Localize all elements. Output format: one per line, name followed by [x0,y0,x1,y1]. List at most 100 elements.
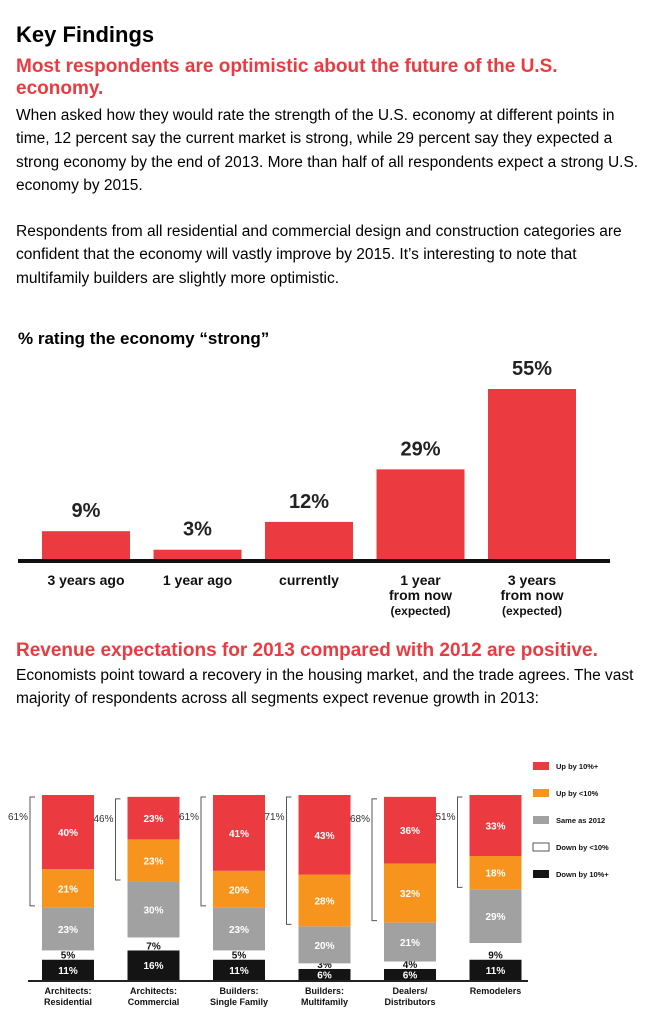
category-label: 1 year [400,572,441,588]
segment-label: 20% [314,941,334,952]
segment-label: 41% [229,829,249,840]
category-label: Architects: [44,986,91,996]
category-label: Builders: [219,986,258,996]
segment-label: 4% [403,960,418,971]
up-total-label: 46% [93,814,113,825]
legend-label: Down by 10%+ [556,870,609,879]
stack-segment [127,937,180,951]
data-label: 3% [183,519,212,541]
stack-segment [298,795,351,875]
category-label: currently [279,572,339,588]
data-label: 29% [400,438,440,460]
segment-label: 21% [58,884,78,895]
legend-swatch [533,789,549,797]
bracket [286,796,292,925]
page-title: Key Findings [16,22,155,47]
legend-swatch [532,842,550,852]
data-label: 9% [72,500,101,522]
legend-label: Down by <10% [556,843,609,852]
bracket [115,798,121,881]
bar [153,549,242,559]
segment-label: 11% [229,966,249,977]
segment-label: 11% [58,966,78,977]
segment-label: 16% [143,961,163,972]
section-heading-revenue: Revenue expectations for 2013 compared w… [16,640,598,661]
category-label: Architects: [130,986,177,996]
segment-label: 33% [485,822,505,833]
chart-title: % rating the economy “strong” [18,329,269,348]
legend-label: Up by <10% [556,789,599,798]
bracket [29,796,35,907]
segment-label: 30% [143,906,163,917]
stack-segment [42,959,94,980]
stack-segment [127,796,180,840]
stack-segment [213,870,265,908]
segment-label: 5% [232,951,247,962]
category-label: Distributors [384,997,435,1007]
segment-label: 6% [317,970,332,981]
segment-label: 11% [486,966,506,977]
stack-segment [213,950,265,960]
category-label: 1 year ago [163,572,232,588]
stack-segment [42,950,94,960]
stack-segment [42,795,94,869]
bar [265,521,353,559]
segment-label: 43% [314,831,334,842]
data-label: 55% [512,358,552,380]
category-label: (expected) [390,604,450,618]
segment-label: 29% [485,912,505,923]
up-total-label: 71% [264,812,284,823]
legend-label: Same as 2012 [556,816,605,825]
stack-segment [384,961,436,969]
segment-label: 23% [143,814,163,825]
bar [488,389,576,559]
stack-segment [469,856,522,890]
bracket [371,798,377,922]
segment-label: 7% [146,941,161,952]
up-total-label: 61% [179,812,199,823]
stack-segment [213,795,265,871]
category-label: Commercial [128,997,180,1007]
category-label: Multifamily [301,997,348,1007]
up-total-label: 51% [435,812,455,823]
segment-label: 36% [400,826,420,837]
paragraph-economy-rating: When asked how they would rate the stren… [16,107,639,195]
up-total-label: 68% [350,814,370,825]
segment-label: 23% [143,857,163,868]
stack-segment [127,950,180,980]
category-label: Residential [44,997,92,1007]
stack-segment [127,881,180,938]
stack-segment [42,869,94,908]
segment-label: 6% [403,970,418,981]
stack-segment [469,795,522,857]
category-label: (expected) [502,604,562,618]
segment-label: 21% [400,938,420,949]
economy-strength-chart: % rating the economy “strong” 9% 3 years a… [18,329,610,618]
stack-segment [298,874,351,927]
legend-swatch [533,762,549,770]
category-label: Single Family [210,997,268,1007]
category-label: Remodelers [470,986,522,996]
stack-segment [42,907,94,951]
stack-segment [384,922,436,962]
segment-label: 18% [485,869,505,880]
bracket [457,796,463,888]
segment-label: 5% [61,951,76,962]
segment-label: 3% [317,960,332,971]
stack-segment [127,839,180,882]
paragraph-confidence: Respondents from all residential and com… [16,223,622,287]
stack-segment [384,796,436,864]
category-label: Builders: [305,986,344,996]
legend-swatch [533,870,549,878]
stack-segment [384,968,436,980]
category-label: Dealers/ [392,986,428,996]
stack-segment [298,926,351,964]
stack-segment [298,968,351,980]
legend-label: Up by 10%+ [556,762,599,771]
segment-label: 40% [58,828,78,839]
category-label: 3 years ago [47,572,124,588]
stack-segment [298,963,351,969]
segment-label: 32% [400,889,420,900]
bar [42,531,130,559]
